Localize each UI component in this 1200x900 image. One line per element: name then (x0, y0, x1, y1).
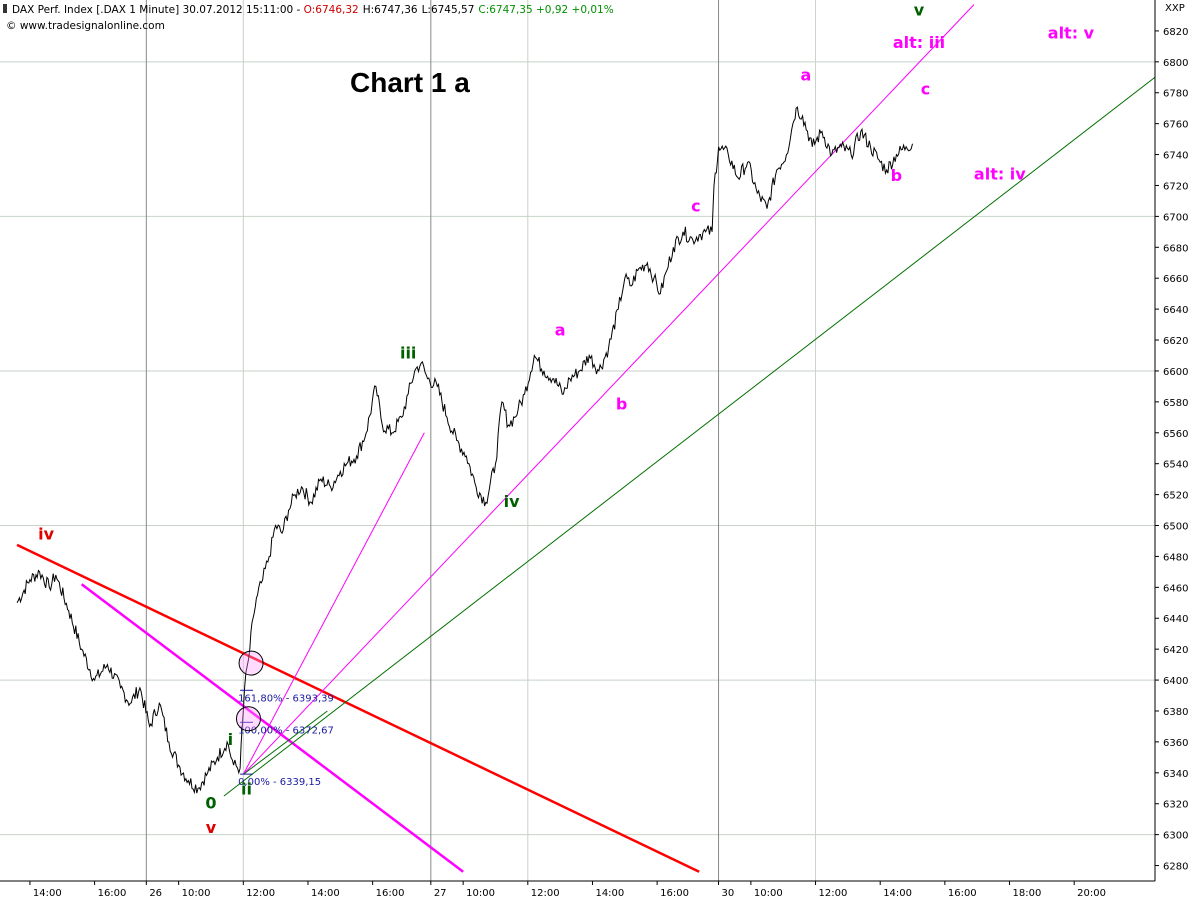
y-tick-label: 6300 (1163, 831, 1188, 842)
trendline (80, 583, 464, 873)
wave-label: b (616, 395, 627, 414)
y-tick-label: 6640 (1163, 305, 1188, 316)
header-website: © www.tradesignalonline.com (6, 20, 165, 32)
x-tick-label: 10:00 (182, 888, 211, 899)
x-tick-label: 16:00 (98, 888, 127, 899)
y-tick-label: 6720 (1163, 181, 1188, 192)
wave-label: a (800, 65, 811, 84)
y-tick-label: 6600 (1163, 367, 1188, 378)
x-tick-label: 27 (434, 888, 447, 899)
x-tick-label: 12:00 (531, 888, 560, 899)
x-tick-label: 26 (149, 888, 162, 899)
x-tick-label: 16:00 (948, 888, 977, 899)
header-icon (3, 4, 7, 13)
wave-label: alt: iv (974, 164, 1026, 183)
trendline (242, 432, 425, 775)
y-tick-label: 6560 (1163, 429, 1188, 440)
x-tick-label: 14:00 (33, 888, 62, 899)
price-axis-label: XXP (1165, 3, 1185, 14)
y-tick-label: 6660 (1163, 274, 1188, 285)
x-tick-label: 10:00 (466, 888, 495, 899)
y-tick-label: 6820 (1163, 27, 1188, 38)
trendline (16, 543, 700, 873)
y-tick-label: 6400 (1163, 676, 1188, 687)
header-high: H:6747,36 (363, 4, 418, 16)
y-tick-label: 6740 (1163, 151, 1188, 162)
wave-label: alt: v (1048, 24, 1095, 43)
y-tick-label: 6460 (1163, 583, 1188, 594)
x-tick-label: 14:00 (311, 888, 340, 899)
wave-label: b (891, 166, 902, 185)
breakout-circles (235, 650, 264, 732)
x-tick-label: 16:00 (376, 888, 405, 899)
x-tick-label: 12:00 (819, 888, 848, 899)
y-tick-label: 6780 (1163, 89, 1188, 100)
y-tick-label: 6360 (1163, 738, 1188, 749)
header-open: O:6746,32 (304, 4, 359, 16)
y-tick-label: 6280 (1163, 862, 1188, 873)
header-line: DAX Perf. Index [.DAX 1 Minute] 30.07.20… (12, 4, 614, 16)
chart-title: Chart 1 a (350, 67, 470, 98)
wave-label: c (691, 197, 700, 216)
price-series (16, 106, 913, 795)
x-tick-label: 20:00 (1077, 888, 1106, 899)
y-tick-label: 6540 (1163, 460, 1188, 471)
header-prefix: DAX Perf. Index [.DAX 1 Minute] 30.07.20… (12, 4, 304, 16)
y-tick-label: 6680 (1163, 243, 1188, 254)
fibonacci-levels: 161,80% - 6393,39 100,00% - 6372,67 0,00% … (238, 689, 334, 788)
breakout-circle (235, 706, 261, 732)
fib-label: 161,80% - 6393,39 (238, 693, 334, 704)
wave-label: v (206, 818, 217, 837)
y-ticks: 6280 6300 6320 6340 6360 6380 6400 6420 6440 6460… (1155, 27, 1188, 873)
website-text: www.tradesignalonline.com (20, 20, 165, 32)
y-tick-label: 6800 (1163, 58, 1188, 69)
header-low: L:6745,57 (422, 4, 475, 16)
y-tick-label: 6700 (1163, 212, 1188, 223)
x-tick-label: 30 (722, 888, 735, 899)
x-tick-label: 14:00 (595, 888, 624, 899)
x-tick-label: 18:00 (1013, 888, 1042, 899)
price-line (16, 106, 913, 795)
trendlines (16, 4, 1156, 873)
header-close: C:6747,35 +0,92 +0,01% (478, 4, 613, 16)
y-tick-label: 6480 (1163, 552, 1188, 563)
wave-label: i (228, 730, 233, 749)
trendline (223, 76, 1156, 797)
trendline (243, 710, 328, 775)
fib-label: 0,00% - 6339,15 (238, 777, 321, 788)
wave-label: v (914, 0, 925, 19)
x-ticks: 14:00 16:00 26 10:00 12:00 14:00 16:00 27 10:00 1… (29, 881, 1106, 899)
y-tick-label: 6440 (1163, 614, 1188, 625)
y-tick-label: 6380 (1163, 707, 1188, 718)
y-tick-label: 6420 (1163, 645, 1188, 656)
trendline (242, 4, 975, 775)
x-tick-label: 12:00 (246, 888, 275, 899)
y-tick-label: 6320 (1163, 800, 1188, 811)
fib-label: 100,00% - 6372,67 (238, 725, 334, 736)
price-axis: XXP (1154, 0, 1185, 881)
breakout-circle (238, 650, 264, 676)
wave-label: 0 (205, 793, 216, 812)
y-tick-label: 6340 (1163, 769, 1188, 780)
x-tick-label: 14:00 (883, 888, 912, 899)
y-tick-label: 6760 (1163, 120, 1188, 131)
y-tick-label: 6620 (1163, 336, 1188, 347)
wave-label: alt: iii (893, 33, 945, 52)
header: DAX Perf. Index [.DAX 1 Minute] 30.07.20… (3, 4, 614, 32)
wave-label: c (921, 79, 930, 98)
y-tick-label: 6500 (1163, 522, 1188, 533)
wave-label: a (555, 320, 566, 339)
wave-label: iv (38, 524, 54, 543)
wave-label: iv (504, 492, 520, 511)
y-tick-label: 6580 (1163, 398, 1188, 409)
y-tick-label: 6520 (1163, 491, 1188, 502)
x-tick-label: 10:00 (754, 888, 783, 899)
wave-label: ii (241, 779, 252, 798)
x-tick-label: 16:00 (660, 888, 689, 899)
wave-label: iii (400, 344, 416, 363)
grid (0, 0, 1155, 881)
